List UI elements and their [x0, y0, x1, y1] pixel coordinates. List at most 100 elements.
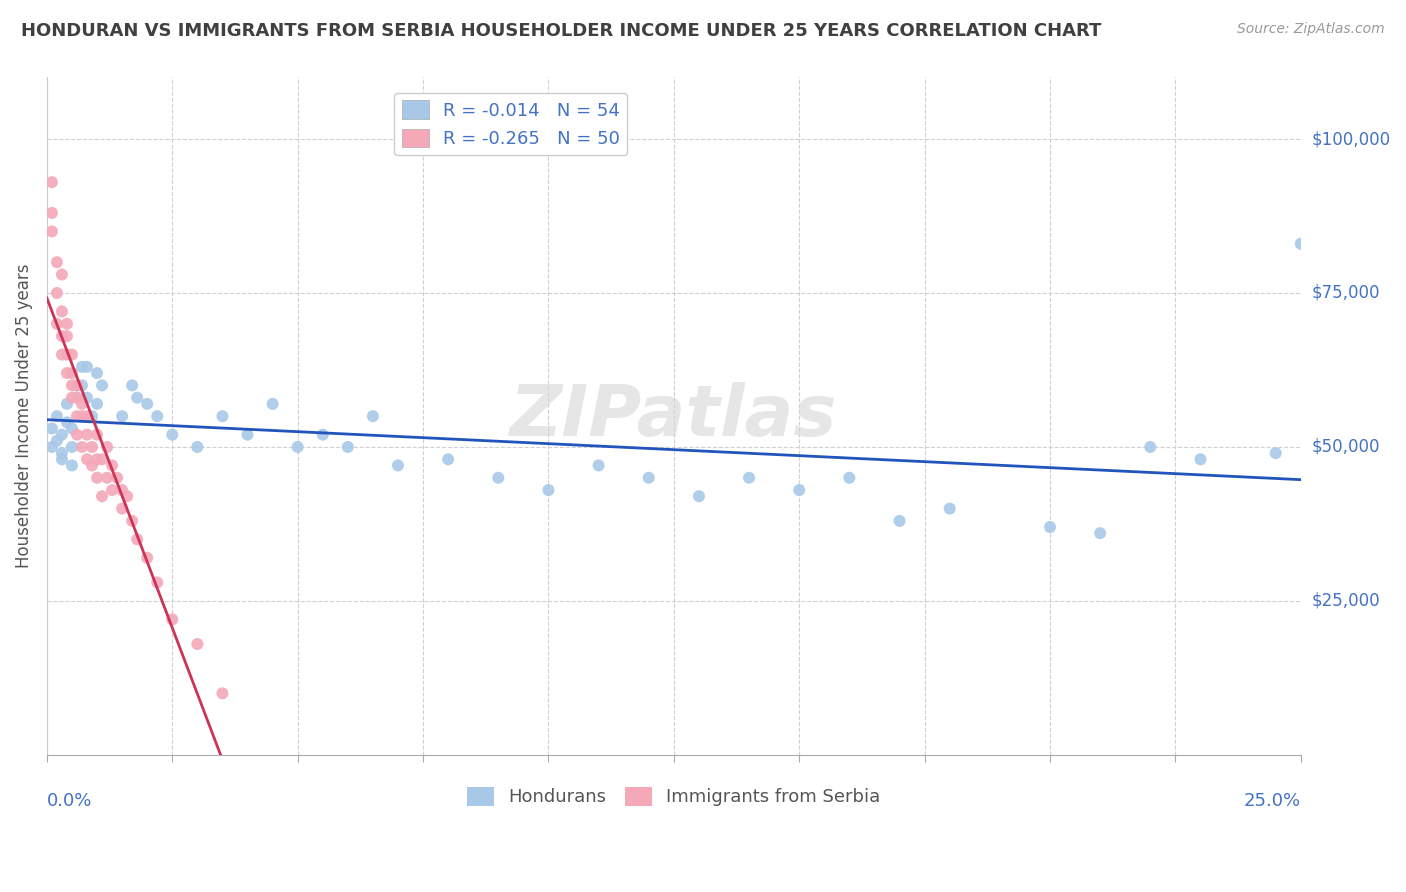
Point [45, 255, 67, 269]
Point [51, 446, 73, 460]
Point [66, 378, 89, 392]
Point [1139, 440, 1161, 454]
Point [938, 501, 960, 516]
Text: Source: ZipAtlas.com: Source: ZipAtlas.com [1237, 22, 1385, 37]
Point [60, 421, 83, 435]
Point [121, 378, 143, 392]
Point [60, 378, 83, 392]
Point [86, 397, 108, 411]
Point [60, 348, 83, 362]
Point [121, 514, 143, 528]
Point [56, 348, 79, 362]
Point [66, 409, 89, 424]
Point [105, 471, 128, 485]
Point [45, 317, 67, 331]
Point [80, 409, 103, 424]
Point [91, 452, 114, 467]
Point [637, 471, 659, 485]
Text: $75,000: $75,000 [1312, 284, 1381, 302]
Point [101, 458, 124, 473]
Point [111, 409, 134, 424]
Point [76, 359, 98, 374]
Text: 25.0%: 25.0% [1244, 792, 1301, 810]
Point [70, 409, 93, 424]
Text: 0.0%: 0.0% [46, 792, 93, 810]
Legend: Hondurans, Immigrants from Serbia: Hondurans, Immigrants from Serbia [460, 780, 887, 814]
Point [486, 471, 509, 485]
Point [91, 378, 114, 392]
Point [688, 489, 710, 503]
Point [76, 391, 98, 405]
Point [41, 175, 63, 189]
Point [1264, 446, 1286, 460]
Point [66, 391, 89, 405]
Point [162, 612, 184, 626]
Point [86, 471, 108, 485]
Point [262, 397, 284, 411]
Text: HONDURAN VS IMMIGRANTS FROM SERBIA HOUSEHOLDER INCOME UNDER 25 YEARS CORRELATION: HONDURAN VS IMMIGRANTS FROM SERBIA HOUSE… [21, 22, 1101, 40]
Point [211, 409, 233, 424]
Point [56, 329, 79, 343]
Point [51, 452, 73, 467]
Point [80, 440, 103, 454]
Point [41, 224, 63, 238]
Point [45, 285, 67, 300]
Point [211, 686, 233, 700]
Text: $25,000: $25,000 [1312, 592, 1381, 610]
Point [56, 397, 79, 411]
Point [41, 421, 63, 435]
Point [136, 550, 159, 565]
Point [287, 440, 309, 454]
Point [41, 206, 63, 220]
Point [86, 366, 108, 380]
Point [51, 348, 73, 362]
Point [162, 427, 184, 442]
Point [838, 471, 860, 485]
Point [889, 514, 911, 528]
Text: $100,000: $100,000 [1312, 130, 1391, 148]
Point [60, 458, 83, 473]
Point [76, 427, 98, 442]
Point [537, 483, 560, 497]
Point [41, 440, 63, 454]
Point [312, 427, 335, 442]
Text: $50,000: $50,000 [1312, 438, 1381, 456]
Point [96, 471, 118, 485]
Point [186, 440, 208, 454]
Point [66, 427, 89, 442]
Point [111, 483, 134, 497]
Point [787, 483, 810, 497]
Point [1289, 236, 1312, 251]
Point [588, 458, 610, 473]
Text: ZIPatlas: ZIPatlas [510, 382, 838, 450]
Point [437, 452, 460, 467]
Point [1189, 452, 1212, 467]
Point [186, 637, 208, 651]
Point [56, 366, 79, 380]
Point [127, 533, 149, 547]
Point [336, 440, 359, 454]
Point [115, 489, 138, 503]
Point [86, 427, 108, 442]
Point [361, 409, 384, 424]
Point [387, 458, 409, 473]
Point [51, 304, 73, 318]
Point [70, 440, 93, 454]
Point [66, 378, 89, 392]
Point [96, 440, 118, 454]
Point [1088, 526, 1111, 541]
Point [236, 427, 259, 442]
Point [80, 458, 103, 473]
Point [70, 397, 93, 411]
Point [1039, 520, 1062, 534]
Point [51, 329, 73, 343]
Point [56, 317, 79, 331]
Point [76, 452, 98, 467]
Point [51, 427, 73, 442]
Point [101, 483, 124, 497]
Point [70, 378, 93, 392]
Point [146, 409, 169, 424]
Point [60, 366, 83, 380]
Point [51, 268, 73, 282]
Point [146, 575, 169, 590]
